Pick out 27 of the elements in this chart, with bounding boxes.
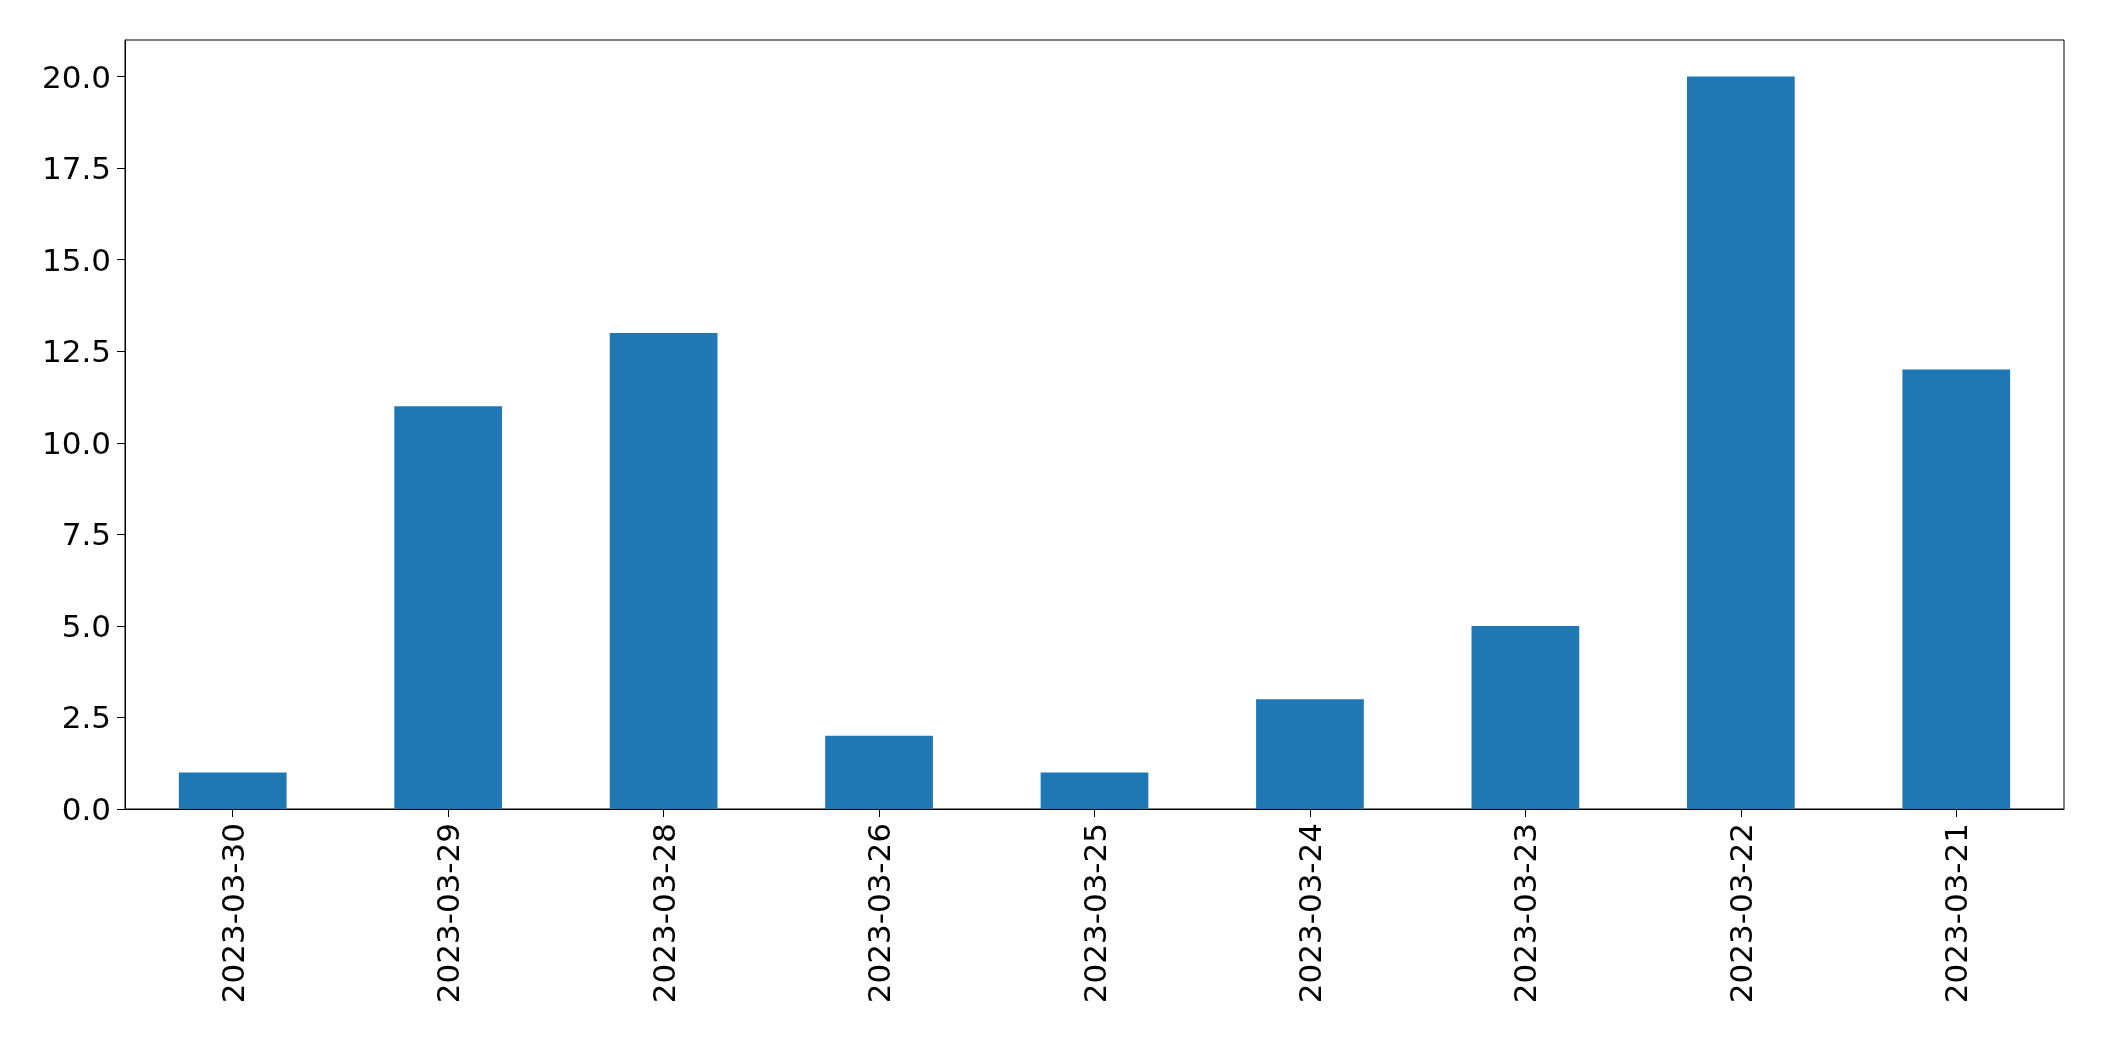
bar bbox=[1902, 369, 2011, 809]
y-tick-label: 2.5 bbox=[61, 699, 111, 736]
bar bbox=[1471, 625, 1580, 809]
bar bbox=[1686, 76, 1795, 809]
y-tick-label: 5.0 bbox=[61, 607, 111, 644]
y-tick-label: 15.0 bbox=[41, 241, 111, 278]
bar bbox=[609, 332, 718, 809]
bar bbox=[394, 406, 503, 809]
y-tick-label: 17.5 bbox=[41, 150, 111, 187]
y-tick-label: 7.5 bbox=[61, 516, 111, 553]
x-tick-label: 2023-03-28 bbox=[645, 823, 682, 1004]
x-tick-label: 2023-03-22 bbox=[1722, 823, 1759, 1004]
x-tick-label: 2023-03-21 bbox=[1938, 823, 1975, 1004]
y-tick-label: 0.0 bbox=[61, 791, 111, 827]
x-tick-label: 2023-03-30 bbox=[214, 823, 251, 1004]
x-tick-label: 2023-03-25 bbox=[1076, 823, 1113, 1004]
y-tick-label: 12.5 bbox=[41, 333, 111, 370]
bar bbox=[1256, 699, 1364, 809]
x-tick-label: 2023-03-26 bbox=[861, 823, 898, 1004]
y-tick-label: 20.0 bbox=[41, 58, 111, 95]
bar bbox=[1040, 772, 1149, 809]
x-tick-label: 2023-03-24 bbox=[1291, 823, 1328, 1004]
x-tick-label: 2023-03-29 bbox=[430, 823, 467, 1004]
bar bbox=[825, 735, 933, 809]
x-tick-label: 2023-03-23 bbox=[1507, 823, 1544, 1004]
y-tick-label: 10.0 bbox=[41, 424, 111, 461]
bar bbox=[178, 772, 287, 809]
